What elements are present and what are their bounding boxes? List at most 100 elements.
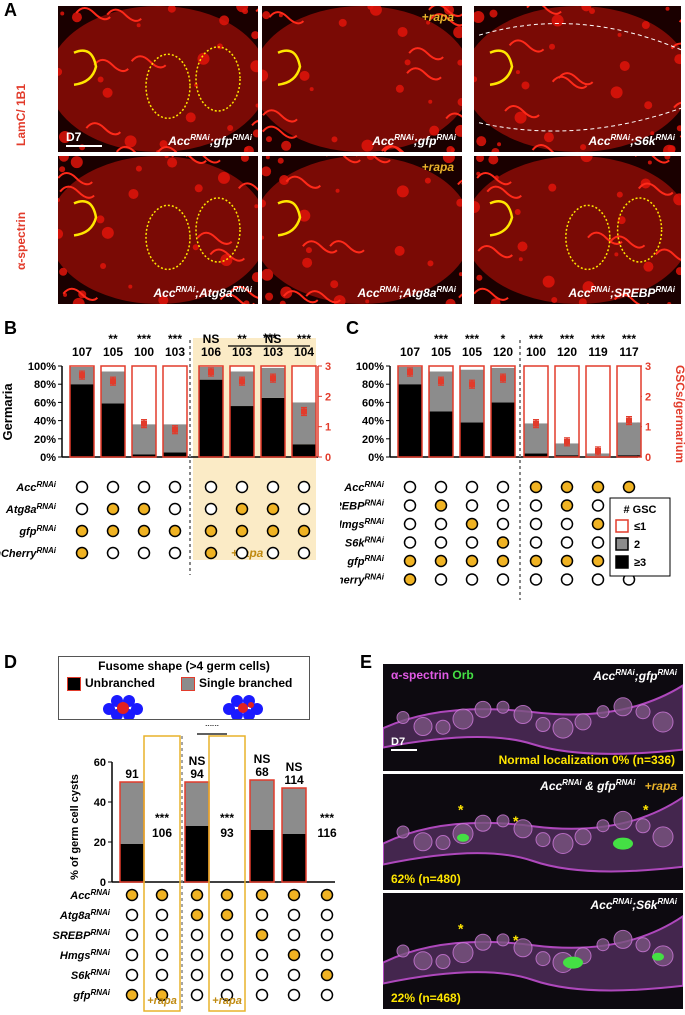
bar-3-8: [617, 455, 641, 457]
bar-outline-6: [554, 365, 580, 458]
gsc-mean-4: [172, 426, 178, 433]
rapa-box-d-1: [143, 735, 181, 1012]
y-tick-label: 20%: [362, 434, 384, 446]
sig-bracket-label-d: ***: [205, 725, 219, 733]
sig-label-7: ***: [591, 332, 605, 346]
gsc-mean-6: [564, 438, 570, 445]
panel-label-c: C: [346, 318, 359, 338]
gsc-mean-7: [270, 375, 276, 382]
micrograph-e-texture-2: * * *: [383, 795, 683, 873]
n-label-3: 94: [190, 767, 204, 781]
bar-2-8: [617, 422, 641, 456]
gsc-mean-5: [208, 369, 214, 376]
orb-star-3: *: [643, 802, 649, 818]
n-label-7: 103: [263, 345, 283, 359]
sig-label-4: ***: [220, 811, 234, 825]
n-label-8: 104: [294, 345, 314, 359]
micrograph-a-texture-1: [58, 6, 258, 152]
genotype-dot-Acc-5: [529, 480, 543, 494]
row-label-Hmgs: HmgsRNAi: [60, 948, 111, 962]
genotype-dot-Atg8a-5: [204, 502, 218, 516]
n-label-6: 103: [232, 345, 252, 359]
micrograph-a-5: AccRNAi;Atg8aRNAi +rapa: [262, 156, 462, 304]
stain-labels-e: α-spectrin Orb: [391, 668, 474, 682]
n-label-8: 117: [619, 345, 639, 359]
scale-bar-e: D7: [391, 736, 417, 751]
y2-tick-label: 0: [645, 452, 651, 464]
genotype-dot-Atg8a-6: [287, 908, 301, 922]
genotype-dot-mCherry-2: [106, 546, 120, 560]
genotype-dot-mCherry-6: [235, 546, 249, 560]
micrograph-caption-1: AccRNAi;gfpRNAi: [168, 133, 252, 148]
niche-outline: [489, 49, 514, 86]
row-label-lamc: LamC/ 1B1: [14, 83, 28, 146]
gsc-legend-title: # GSC: [623, 504, 656, 516]
y2-tick-label: 1: [645, 422, 651, 434]
n-label-4: 93: [220, 826, 234, 840]
micrograph-e-stat-1: Normal localization 0% (n=336): [498, 753, 675, 767]
bar-outline-8: [291, 365, 317, 458]
bar-2-6: [555, 443, 579, 456]
genotype-dot-S6k-5: [255, 968, 269, 982]
bar-3-4: [163, 452, 187, 457]
n-label-2: 105: [431, 345, 451, 359]
micrograph-a-3: AccRNAi;S6kRNAi: [474, 6, 681, 152]
orb-star-2: *: [513, 813, 519, 829]
micrograph-e-3: * * AccRNAi;S6kRNAi 22% (n=468): [383, 893, 683, 1009]
legend-unbranched: Unbranched: [85, 676, 156, 690]
bar-1-8: [292, 366, 316, 403]
genotype-dot-Acc-1: [75, 480, 89, 494]
bar-Unbranched-6: [282, 834, 306, 882]
bar-outline-5: [523, 365, 549, 458]
genotype-dot-gfp-2: [434, 554, 448, 568]
cyst-outline: [616, 197, 663, 263]
y-tick-label: 60%: [362, 397, 384, 409]
bar-2-4: [491, 367, 515, 403]
gsc-mean-5: [533, 420, 539, 427]
y-tick-label: 0: [100, 877, 106, 889]
sig-label-4: *: [501, 332, 506, 346]
cyst-unbranched: [103, 695, 143, 719]
genotype-dot-Hmgs-6: [560, 517, 574, 531]
bar-3-4: [491, 402, 515, 457]
bar-2-3: [132, 424, 156, 455]
genotype-dot-Atg8a-2: [106, 502, 120, 516]
row-label-mCherry: mCherryRNAi: [0, 546, 57, 560]
row-label-S6k: S6kRNAi: [71, 968, 111, 982]
genotype-dot-Acc-6: [235, 480, 249, 494]
rapa-box-d-2: [208, 735, 246, 1012]
micrograph-a-texture-4: [58, 156, 258, 304]
genotype-dot-gfp-4: [496, 554, 510, 568]
y2-axis-title-c: GSCs/germarium: [673, 365, 685, 463]
bar-outline-5: [249, 779, 275, 883]
micrograph-e-stat-3: 22% (n=468): [391, 991, 461, 1005]
gsc-mean-3: [469, 381, 475, 388]
bar-outline-3: [459, 365, 485, 458]
genotype-dot-gfp-7: [320, 988, 334, 1002]
genotype-dot-Atg8a-4: [168, 502, 182, 516]
bar-3-3: [132, 454, 156, 457]
genotype-dot-Atg8a-5: [255, 908, 269, 922]
genotype-dot-S6k-1: [125, 968, 139, 982]
micrograph-a-texture-6: [474, 156, 681, 304]
sig-label-6: **: [237, 332, 247, 346]
rapa-label-e: +rapa: [641, 779, 677, 793]
genotype-dot-Atg8a-3: [190, 908, 204, 922]
orb-star-1: *: [458, 802, 464, 818]
sig-label-4: ***: [168, 332, 182, 346]
gsc-legend: # GSC ≤1 2 ≥3: [609, 497, 671, 577]
genotype-dot-Acc-3: [137, 480, 151, 494]
micrograph-e-2: * * * AccRNAi & gfpRNAi +rapa 62% (n=480): [383, 774, 683, 890]
y-tick-label: 20: [94, 837, 106, 849]
niche-outline: [277, 49, 302, 86]
genotype-dot-mCherry-7: [266, 546, 280, 560]
genotype-dot-gfp-6: [287, 988, 301, 1002]
micrograph-a-texture-3: [474, 6, 681, 152]
fusome-legend-box: Fusome shape (>4 germ cells) Unbranched …: [58, 656, 310, 720]
bar-3-6: [230, 406, 254, 457]
chart-d: 020406091106***94NS93***68NS114NS116***A…: [53, 725, 337, 1012]
genotype-dot-SREBP-6: [560, 499, 574, 512]
bar-1-7: [261, 366, 285, 368]
genotype-dot-S6k-4: [220, 968, 234, 982]
y2-tick-label: 3: [325, 361, 331, 373]
